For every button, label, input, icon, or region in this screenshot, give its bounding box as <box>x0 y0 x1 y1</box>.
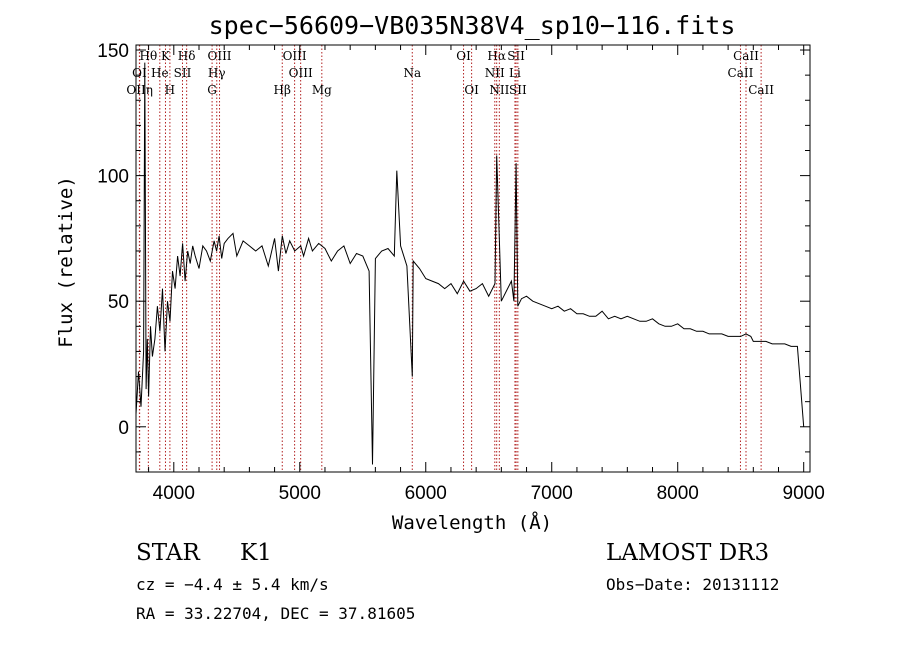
spectral-line-label: Hγ <box>208 66 226 80</box>
redshift-cz: cz = −4.4 ± 5.4 km/s <box>136 575 329 594</box>
spectral-line-label: NII <box>489 83 509 97</box>
spectral-line-label: CaII <box>728 66 754 80</box>
spectral-line-label: SII <box>507 49 525 63</box>
spectral-line-label: SII <box>174 66 192 80</box>
spectral-line-label: OIII <box>207 49 231 63</box>
y-tick-label: 0 <box>118 418 129 439</box>
spectral-line-label: Hδ <box>178 49 196 63</box>
spectral-line-label: Hθ <box>139 49 157 63</box>
spectral-line-label: Na <box>403 66 421 80</box>
observation-date: Obs−Date: 20131112 <box>606 575 779 594</box>
spectral-line-label: OI <box>464 83 479 97</box>
y-tick-label: 100 <box>97 167 129 188</box>
spectral-line-label: OI <box>456 49 471 63</box>
spectral-line-label: NII <box>485 66 505 80</box>
y-tick-label: 150 <box>97 41 129 62</box>
spectral-line-label: H <box>165 83 175 97</box>
spectral-line-label: SII <box>509 83 527 97</box>
spectral-line-label: Hα <box>487 49 506 63</box>
ra-dec: RA = 33.22704, DEC = 37.81605 <box>136 604 415 623</box>
spectral-line-label: OIII <box>283 49 307 63</box>
object-class: STAR <box>136 540 200 566</box>
plot-frame <box>135 44 811 473</box>
spectral-line-label: G <box>207 83 217 97</box>
series-layer <box>135 62 805 465</box>
y-tick-label: 50 <box>108 292 129 313</box>
y-axis-label: Flux (relative) <box>55 176 77 348</box>
x-axis-ticks: 4000 5000 6000 7000 8000 9000 <box>148 45 825 504</box>
x-tick-label: 6000 <box>405 483 447 504</box>
survey-name: LAMOST DR3 <box>606 540 769 566</box>
object-subclass: K1 <box>240 540 272 566</box>
x-tick-label: 4000 <box>153 483 195 504</box>
x-axis-label: Wavelength (Å) <box>392 511 552 534</box>
x-tick-label: 8000 <box>657 483 699 504</box>
x-tick-label: 7000 <box>531 483 573 504</box>
spectral-line-label: Li <box>509 66 521 80</box>
x-tick-label: 9000 <box>783 483 825 504</box>
y-axis-ticks: 0 50 100 150 <box>97 41 810 453</box>
spectral-line-label: OIII <box>289 66 313 80</box>
spectrum-series <box>135 62 805 465</box>
spectral-line-label: He <box>151 66 169 80</box>
spectral-line-label: K <box>161 49 171 63</box>
spectral-line-label: Hβ <box>274 83 291 97</box>
chart-title: spec−56609−VB035N38V4_sp10−116.fits <box>209 11 736 40</box>
spectral-line-label: Mg <box>312 83 332 97</box>
spectral-line-label: CaII <box>733 49 759 63</box>
spectral-line-label: OIIη <box>126 83 153 97</box>
spectral-line-label: CaII <box>748 83 774 97</box>
x-tick-label: 5000 <box>279 483 321 504</box>
